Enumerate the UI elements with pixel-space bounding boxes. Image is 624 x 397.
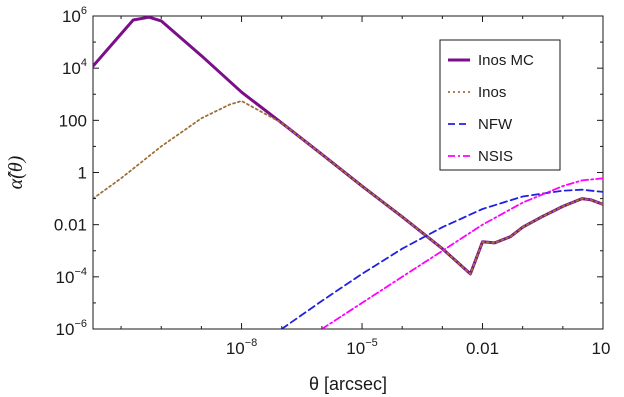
x-tick-label: 10−8: [226, 337, 257, 358]
x-tick-label: 0.01: [466, 339, 499, 358]
legend-box: [439, 39, 561, 171]
legend: Inos MC Inos NFW NSIS: [439, 39, 561, 171]
legend-label: NSIS: [478, 148, 513, 165]
series-line-nsis: [321, 177, 603, 329]
y-tick-label: 106: [62, 5, 87, 26]
legend-label: NFW: [478, 116, 513, 133]
legend-label: Inos MC: [478, 52, 534, 69]
y-tick-label: 10−4: [56, 266, 87, 287]
ticks-layer: 10−8 10−5 0.01 10 10−6 10−4 0.01 1 100 104 106: [54, 5, 611, 358]
y-tick-label: 0.01: [54, 216, 87, 235]
y-tick-label: 10−6: [56, 318, 87, 339]
y-axis-label: α̂(θ): [5, 155, 27, 189]
legend-label: Inos: [478, 84, 506, 101]
y-tick-label: 1: [78, 164, 87, 183]
series-line-nfw: [280, 188, 603, 329]
series-layer: [93, 16, 603, 329]
series-line-inos: [93, 100, 603, 275]
x-tick-label: 10−5: [346, 337, 377, 358]
y-tick-label: 104: [62, 57, 87, 78]
x-axis-label: θ [arcsec]: [309, 374, 387, 394]
x-tick-label: 10: [592, 339, 611, 358]
y-tick-label: 100: [59, 111, 87, 130]
